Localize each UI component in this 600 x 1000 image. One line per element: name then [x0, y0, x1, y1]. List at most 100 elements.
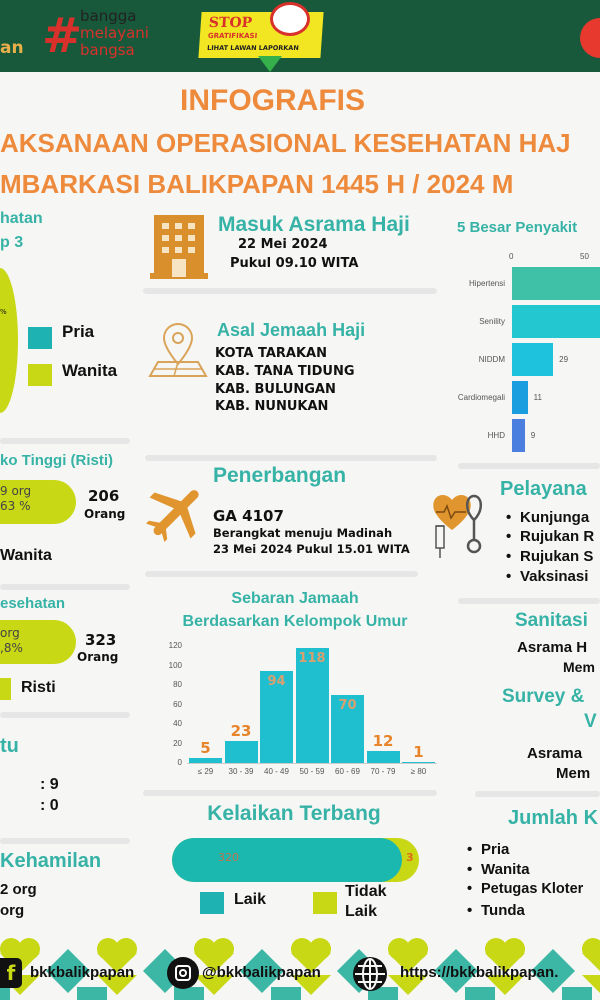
badge-line3: LIHAT LAWAN LAPORKAN	[206, 44, 300, 52]
flight-datetime: 23 Mei 2024 Pukul 15.01 WITA	[213, 542, 410, 556]
hash-icon: #	[42, 8, 83, 64]
diamond-ornament	[465, 949, 575, 1000]
title-line1: INFOGRAFIS	[180, 84, 365, 117]
y-tick-label: 100	[168, 660, 182, 670]
website-link[interactable]: https://bkkbalikpapan.	[400, 964, 559, 981]
age-bar-value-label: 5	[200, 739, 211, 758]
pelayanan-item: Vaksinasi	[506, 568, 588, 585]
kesehatan-total: 323	[85, 631, 117, 649]
legend-pria: Pria	[62, 322, 95, 341]
logo-text: melayani	[80, 24, 149, 42]
disease-category-label: Hipertensi	[468, 279, 505, 288]
disease-category-label: NIDDM	[478, 355, 505, 364]
kelaikan-bar-laik	[172, 838, 402, 882]
pie-heading-1: hatan	[0, 210, 43, 227]
y-tick-label: 40	[173, 719, 182, 728]
divider	[0, 712, 130, 718]
sanitasi-heading: Sanitasi	[515, 610, 588, 631]
instagram-handle[interactable]: @bkkbalikpapan	[202, 964, 321, 981]
sanitasi-line2: Mem	[563, 659, 595, 675]
logo-text: bangga	[80, 7, 137, 25]
legend-risti: Risti	[21, 679, 56, 696]
disease-category-label: Cardiomegali	[457, 393, 505, 402]
divider	[0, 438, 130, 444]
age-bar	[260, 671, 293, 763]
y-tick-label: 120	[168, 641, 182, 650]
jumlah-heading: Jumlah K	[508, 807, 599, 829]
x-tick-label: 50	[580, 252, 589, 261]
jumlah-item: Petugas Kloter	[467, 881, 583, 897]
kehamilan-value-2: org	[0, 902, 25, 919]
instagram-icon[interactable]	[167, 957, 199, 989]
asal-item: KAB. BULUNGAN	[215, 382, 336, 397]
diamond-ornament	[368, 949, 478, 1000]
age-bar-value-label: 118	[298, 650, 326, 666]
globe-icon[interactable]	[352, 956, 388, 992]
legend-swatch-risti	[0, 678, 11, 700]
x-tick-label: 30 - 39	[228, 767, 254, 776]
tidak-laik-value-label: 3	[406, 851, 414, 864]
divider	[0, 584, 130, 590]
legend-tidak-laik-2: Laik	[345, 903, 378, 920]
asrama-date: 22 Mei 2024	[238, 237, 328, 252]
risti-total: 206	[88, 487, 120, 505]
badge-line2: GRATIFIKASI	[207, 32, 258, 40]
age-bar	[366, 751, 400, 763]
survey-line2: Mem	[556, 765, 591, 782]
header-left-fragment: an	[0, 38, 24, 58]
x-tick-label: 50 - 59	[299, 767, 325, 776]
jumlah-item: Pria	[467, 841, 510, 858]
kesehatan-pill	[0, 620, 76, 664]
facebook-icon[interactable]: f	[0, 958, 22, 988]
kelaikan-heading: Kelaikan Terbang	[207, 802, 381, 825]
age-chart-title: Sebaran Jamaah	[231, 590, 359, 607]
diamond-ornament	[562, 975, 600, 1000]
hand-icon	[270, 2, 310, 36]
logo-text: bangsa	[80, 41, 135, 59]
title-line3: MBARKASI BALIKPAPAN 1445 H / 2024 M	[0, 169, 514, 199]
kesehatan-heading: esehatan	[0, 595, 66, 612]
pie-chart-wanita-slice	[0, 268, 18, 413]
pelayanan-item: Rujukan R	[506, 528, 594, 545]
airplane-icon	[146, 490, 199, 542]
third-value-1: : 9	[40, 776, 59, 793]
divider	[475, 791, 600, 797]
asal-item: KOTA TARAKAN	[215, 346, 327, 361]
kehamilan-heading: Kehamilan	[0, 850, 102, 872]
asrama-heading: Masuk Asrama Haji	[218, 213, 410, 236]
risti-pill	[0, 480, 76, 524]
age-bar	[295, 647, 329, 763]
age-bar-value-label: 1	[413, 743, 424, 761]
age-bar	[402, 762, 435, 763]
risti-pill-pct: 63 %	[0, 499, 31, 513]
heart-ornament	[291, 938, 331, 973]
age-bar	[331, 694, 364, 763]
age-bar-value-label: 12	[372, 732, 394, 751]
third-value-2: : 0	[40, 797, 59, 814]
heart-ornament	[388, 938, 428, 973]
age-bar	[224, 740, 258, 763]
legend-swatch-pria	[28, 327, 52, 349]
red-circle-logo	[580, 18, 600, 58]
age-bar	[189, 758, 222, 763]
divider	[458, 463, 600, 469]
x-tick-label: ≥ 80	[410, 767, 427, 776]
kesehatan-unit: Orang	[77, 650, 119, 664]
disease-category-label: HHD	[487, 431, 505, 440]
survey-heading: Survey &	[502, 686, 585, 707]
kesehatan-pill-pct: ,8%	[0, 641, 23, 655]
facebook-handle[interactable]: bkkbalikpapan	[30, 964, 135, 981]
pie-heading-2: p 3	[0, 234, 24, 251]
disease-value-label: 11	[533, 393, 542, 402]
x-axis-line	[187, 763, 437, 764]
x-tick-label: ≤ 29	[197, 767, 214, 776]
x-tick-label: 0	[509, 252, 514, 261]
bangga-melayani-logo: # bangga melayani bangsa	[42, 7, 172, 65]
survey-heading-2: V	[584, 711, 597, 732]
divider	[0, 838, 130, 844]
legend-tidak: Tidak	[345, 883, 387, 900]
jumlah-item: Tunda	[467, 902, 525, 919]
legend-swatch-wanita	[28, 364, 52, 386]
x-tick-label: 40 - 49	[264, 767, 289, 776]
age-bar-value-label: 70	[338, 697, 357, 713]
